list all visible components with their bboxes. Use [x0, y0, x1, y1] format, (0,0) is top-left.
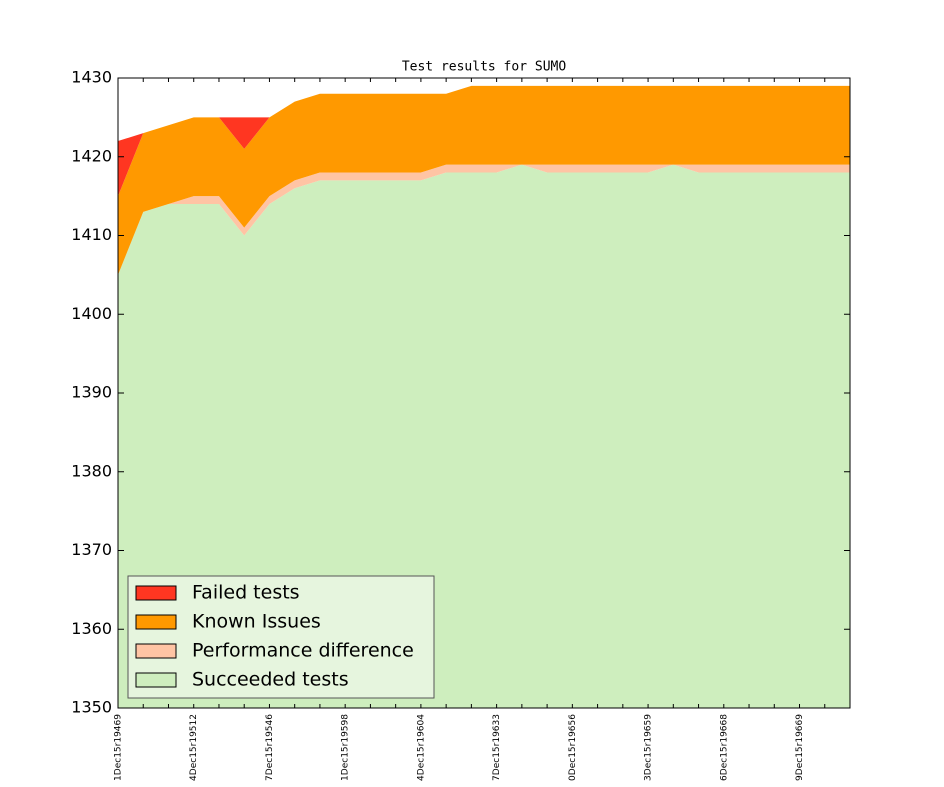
legend-swatch — [135, 672, 177, 688]
legend-swatch — [135, 585, 177, 601]
legend-swatch — [135, 614, 177, 630]
y-tick-label: 1380 — [71, 461, 112, 480]
x-tick-label: 9Dec15r19669 — [795, 714, 805, 781]
x-tick-label: 3Dec15r19659 — [644, 714, 654, 781]
area — [118, 164, 850, 708]
areas — [118, 85, 850, 708]
legend-label: Known Issues — [192, 611, 321, 633]
x-tick-label: 1Dec15r19598 — [341, 714, 351, 781]
chart-title: Test results for SUMO — [402, 60, 567, 75]
area — [118, 85, 850, 275]
y-tick-label: 1430 — [71, 68, 112, 87]
x-tick-label: 7Dec15r19633 — [492, 714, 502, 781]
legend-label: Failed tests — [192, 582, 300, 604]
legend-box — [127, 575, 435, 699]
y-tick-label: 1370 — [71, 540, 112, 559]
y-tick-label: 1420 — [71, 146, 112, 165]
x-tick-label: 4Dec15r19512 — [189, 714, 199, 781]
legend-label: Performance difference — [192, 640, 414, 662]
legend: Failed tests Known Issues Performance diff… — [127, 575, 435, 699]
axes: 1350 1360 1370 1380 1390 1400 1410 1420 1430 1Dec… — [71, 68, 851, 781]
y-tick-label: 1410 — [71, 225, 112, 244]
x-tick-label: 6Dec15r19668 — [719, 714, 729, 781]
legend-swatch — [135, 643, 177, 659]
y-tick-label: 1360 — [71, 619, 112, 638]
y-tick-label: 1400 — [71, 304, 112, 323]
x-tick-label: 1Dec15r19469 — [114, 714, 124, 781]
x-tick-label: 0Dec15r19656 — [568, 714, 578, 781]
x-tick-label: 4Dec15r19604 — [416, 714, 426, 781]
x-tick-label: 7Dec15r19546 — [265, 714, 275, 781]
legend-label: Succeeded tests — [192, 669, 349, 691]
y-tick-label: 1390 — [71, 383, 112, 402]
y-tick-label: 1350 — [71, 698, 112, 717]
